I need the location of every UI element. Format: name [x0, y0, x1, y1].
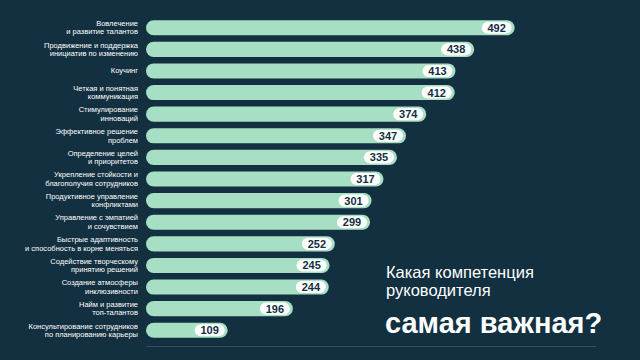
bars	[146, 20, 515, 338]
bar	[146, 107, 426, 122]
data-label: 196	[266, 303, 284, 315]
axis-line	[147, 346, 597, 347]
category-label: Содействие творческомупринятию решений	[50, 257, 138, 275]
bar	[146, 20, 515, 35]
data-label: 109	[200, 324, 218, 336]
data-label: 301	[344, 195, 362, 207]
category-label-line: Коучинг	[111, 66, 138, 75]
value-pill	[339, 195, 369, 207]
background	[0, 0, 640, 360]
category-labels: Вовлечениеи развитие талантов Продвижение…	[25, 19, 139, 339]
value-pill	[482, 22, 512, 34]
value-pill	[351, 173, 381, 185]
value-pill	[337, 216, 367, 228]
category-label: Эффективное решениепроблем	[56, 127, 138, 145]
bar	[146, 85, 455, 100]
data-label: 492	[487, 22, 505, 34]
category-label: Укрепление стойкости иблагополучия сотру…	[45, 170, 138, 188]
category-label-line: топ-талантов	[92, 308, 138, 317]
category-label-line: проблем	[108, 136, 138, 145]
category-label-line: и развитие талантов	[66, 27, 138, 36]
category-label-line: коммуникация	[88, 92, 138, 101]
data-label: 347	[379, 130, 397, 142]
title-line: Какая компетенция	[386, 263, 534, 281]
data-label: 245	[302, 259, 320, 271]
category-label: Найм и развитиетоп-талантов	[79, 300, 138, 318]
category-label-line: конфликтами	[92, 200, 138, 209]
bar	[146, 279, 329, 294]
category-label: Стимулированиеинноваций	[79, 105, 138, 123]
bar	[146, 323, 228, 338]
value-pill	[422, 86, 452, 98]
category-label-line: благополучия сотрудников	[45, 179, 138, 188]
category-label: Коучинг	[111, 66, 138, 75]
value-pill	[422, 65, 452, 77]
category-label: Четкая и понятнаякоммуникация	[73, 84, 138, 102]
data-label: 438	[447, 43, 465, 55]
bar	[146, 128, 406, 143]
category-label-line: и сочувствием	[88, 222, 138, 231]
value-pill	[441, 43, 471, 55]
title-line: руководителя	[386, 281, 491, 299]
bar	[146, 193, 372, 208]
bar	[146, 63, 455, 78]
x-axis	[147, 346, 597, 347]
value-pill	[195, 324, 225, 336]
value-pill	[296, 281, 326, 293]
category-label-line: инноваций	[101, 114, 138, 123]
category-label-line: по планированию карьеры	[45, 330, 138, 339]
bar	[146, 258, 330, 273]
data-label: 413	[428, 65, 446, 77]
value-pill	[260, 303, 290, 315]
data-label: 299	[343, 216, 361, 228]
category-label: Продвижение и поддержкаинициатив по изме…	[44, 41, 139, 59]
title: Какая компетенцияруководителя	[386, 263, 534, 299]
data-label: 412	[428, 87, 446, 99]
bar	[146, 215, 370, 230]
bar	[146, 42, 474, 57]
subtitle: самая важная?	[385, 307, 602, 339]
category-label: Консультирование сотрудниковпо планирова…	[29, 322, 138, 340]
value-pill	[373, 130, 403, 142]
category-label: Быстрые адаптивностьи способность в корн…	[25, 235, 138, 253]
value-pill	[364, 151, 394, 163]
value-pill	[302, 238, 332, 250]
data-label: 317	[356, 173, 374, 185]
value-pill	[297, 259, 327, 271]
category-label: Вовлечениеи развитие талантов	[66, 19, 138, 36]
bar	[146, 150, 397, 165]
bar	[146, 301, 293, 316]
category-label-line: и приоритетов	[88, 157, 138, 166]
data-label: 374	[399, 108, 418, 120]
category-label: Продуктивное управлениеконфликтами	[46, 192, 138, 210]
value-pill	[393, 108, 423, 120]
bar	[146, 236, 335, 251]
category-label-line: и способность в корне меняться	[25, 244, 138, 253]
data-label: 335	[370, 151, 388, 163]
data-labels: 492 438413 412 374347 335 317 301 299 252 245 244 1…	[195, 22, 512, 337]
chart: 492 438413 412 374347 335 317 301 299 252 245 244 1…	[0, 0, 640, 360]
bar	[146, 171, 384, 186]
data-label: 252	[308, 238, 326, 250]
category-label-line: инклюзивности	[85, 287, 138, 296]
data-label: 244	[302, 281, 321, 293]
category-label: Создание атмосферыинклюзивности	[62, 278, 138, 296]
category-label-line: принятию решений	[71, 265, 138, 274]
category-label: Управление с эмпатиейи сочувствием	[55, 213, 138, 231]
category-label: Определение целейи приоритетов	[68, 149, 138, 167]
category-label-line: инициатив по изменению	[50, 49, 139, 58]
